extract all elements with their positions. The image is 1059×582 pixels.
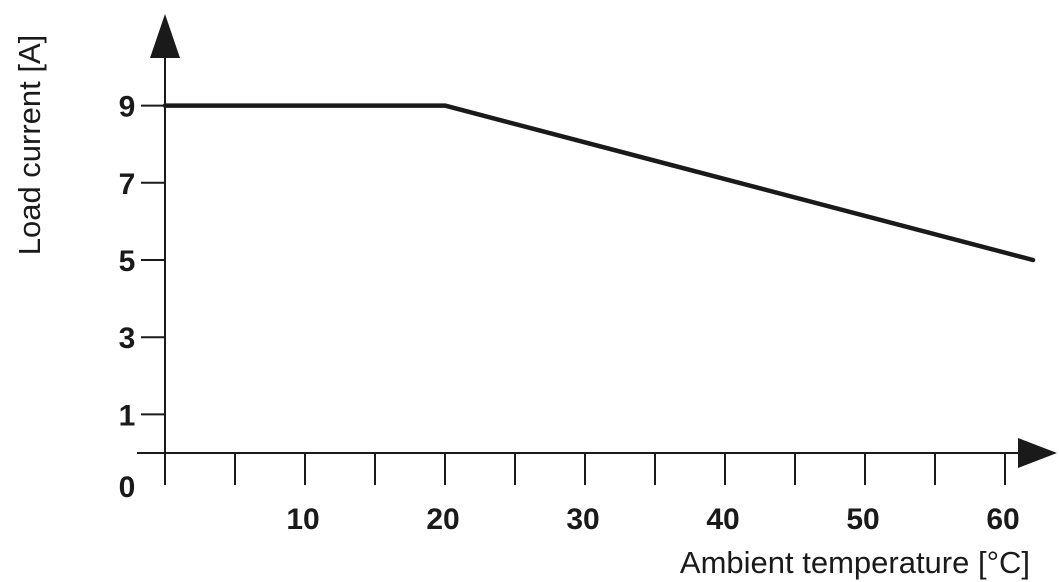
y-axis-arrow-icon (150, 14, 180, 58)
y-ticks (141, 104, 165, 416)
y-tick-label-1: 1 (119, 399, 136, 432)
y-tick-label-3: 3 (119, 322, 136, 355)
x-ticks (164, 453, 1006, 485)
series-line-load-current (162, 103, 1036, 263)
x-axis-title: Ambient temperature [°C] (680, 545, 1030, 580)
x-tick-label-40: 40 (706, 503, 739, 536)
x-tick-label-50: 50 (846, 503, 879, 536)
x-tick-labels: 10 20 30 40 50 60 (286, 503, 1019, 536)
x-tick-label-30: 30 (566, 503, 599, 536)
x-tick-label-60: 60 (986, 503, 1019, 536)
x-axis-arrow-icon (1018, 438, 1057, 468)
x-tick-label-20: 20 (426, 503, 459, 536)
y-tick-label-9: 9 (119, 91, 136, 124)
y-axis-title: Load current [A] (12, 35, 47, 256)
origin-label: 0 (119, 471, 136, 504)
x-tick-label-10: 10 (286, 503, 319, 536)
y-tick-label-7: 7 (119, 168, 136, 201)
y-tick-labels: 1 3 5 7 9 (119, 91, 136, 433)
y-tick-label-5: 5 (119, 245, 136, 278)
